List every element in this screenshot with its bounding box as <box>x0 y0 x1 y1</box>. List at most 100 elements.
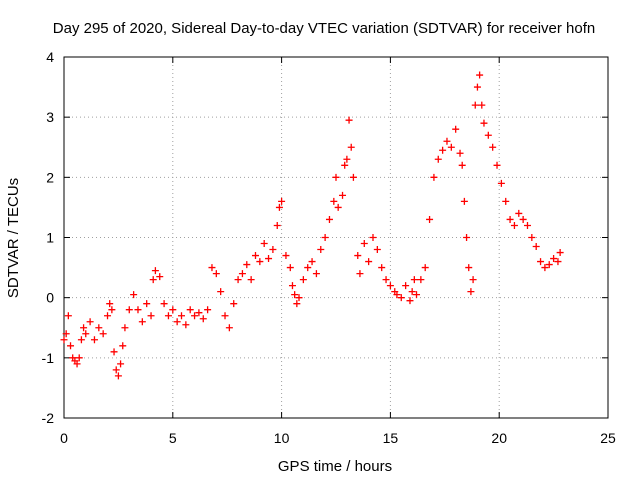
data-point <box>256 258 264 266</box>
data-point <box>554 258 562 266</box>
data-point <box>293 300 301 308</box>
data-point <box>265 255 273 263</box>
x-axis-ticks: 0 5 10 15 20 25 <box>60 57 616 446</box>
data-point <box>493 161 501 169</box>
data-point <box>321 234 329 241</box>
data-point <box>90 336 98 344</box>
data-point <box>312 270 320 278</box>
x-tick-label: 10 <box>274 430 290 446</box>
data-point <box>434 155 442 163</box>
data-point <box>173 318 181 326</box>
data-point <box>480 119 488 127</box>
data-point <box>295 294 303 302</box>
data-point <box>269 246 277 254</box>
y-tick-label: -2 <box>42 410 55 426</box>
data-point <box>408 288 416 296</box>
x-tick-label: 5 <box>169 430 177 446</box>
data-point <box>502 197 510 205</box>
data-point <box>308 258 316 266</box>
x-tick-label: 25 <box>600 430 616 446</box>
data-point <box>476 71 484 79</box>
data-point <box>67 342 75 350</box>
data-point <box>489 143 497 151</box>
data-point <box>417 276 425 284</box>
data-point <box>421 264 429 272</box>
data-point <box>121 324 129 332</box>
data-point <box>463 234 471 241</box>
data-point <box>195 309 203 317</box>
data-point <box>471 101 479 109</box>
data-point <box>469 276 477 284</box>
y-tick-label: 4 <box>46 49 54 65</box>
data-point <box>114 372 122 380</box>
x-tick-label: 0 <box>60 430 68 446</box>
data-point <box>545 261 553 269</box>
data-point <box>169 306 177 314</box>
data-point <box>332 173 340 181</box>
data-point <box>343 155 351 163</box>
data-point <box>112 366 120 374</box>
data-point <box>299 276 307 284</box>
data-point <box>456 149 464 157</box>
data-point <box>354 252 362 260</box>
data-point <box>80 324 88 332</box>
data-point <box>378 264 386 272</box>
data-point <box>243 261 251 269</box>
data-point <box>439 146 447 154</box>
data-point <box>117 360 125 368</box>
data-point <box>467 288 475 296</box>
data-point <box>406 297 414 305</box>
data-point <box>247 276 255 284</box>
data-point <box>134 306 142 314</box>
data-point <box>365 258 373 266</box>
data-point <box>230 300 238 308</box>
data-point <box>199 315 207 323</box>
data-point <box>515 209 523 217</box>
data-point <box>110 348 118 356</box>
data-point <box>82 330 90 338</box>
data-point <box>349 173 357 181</box>
data-point <box>221 312 229 320</box>
data-point <box>345 116 353 124</box>
data-point <box>532 243 540 251</box>
data-point <box>386 282 394 290</box>
data-point <box>208 264 216 272</box>
data-point <box>62 330 70 338</box>
y-axis-ticks: -2 -1 0 1 2 3 4 <box>42 49 608 426</box>
data-point <box>402 282 410 290</box>
data-point <box>130 291 138 299</box>
data-point <box>95 324 103 332</box>
data-point <box>360 240 368 248</box>
y-tick-label: 3 <box>46 109 54 125</box>
data-point <box>251 252 259 260</box>
data-point <box>86 318 94 326</box>
data-point <box>138 318 146 326</box>
data-point <box>225 324 233 332</box>
data-point <box>160 300 168 308</box>
data-point <box>426 215 434 223</box>
data-point <box>541 264 549 272</box>
data-point <box>186 306 194 314</box>
data-point <box>217 288 225 296</box>
data-point <box>356 270 364 278</box>
data-point <box>373 246 381 254</box>
data-point <box>460 197 468 205</box>
data-point <box>550 255 558 263</box>
data-point <box>397 294 405 302</box>
data-point <box>234 276 242 284</box>
y-axis-label: SDTVAR / TECUs <box>5 178 22 298</box>
data-point <box>473 83 481 91</box>
data-point <box>339 191 347 199</box>
data-point <box>288 282 296 290</box>
data-point <box>278 197 286 205</box>
data-point <box>330 197 338 205</box>
chart-title: Day 295 of 2020, Sidereal Day-to-day VTE… <box>53 20 595 37</box>
data-point <box>341 161 349 169</box>
data-point <box>260 240 268 248</box>
data-point <box>317 246 325 254</box>
data-point <box>273 221 281 229</box>
data-point <box>149 276 157 284</box>
data-point <box>164 312 172 320</box>
data-points <box>60 71 564 380</box>
